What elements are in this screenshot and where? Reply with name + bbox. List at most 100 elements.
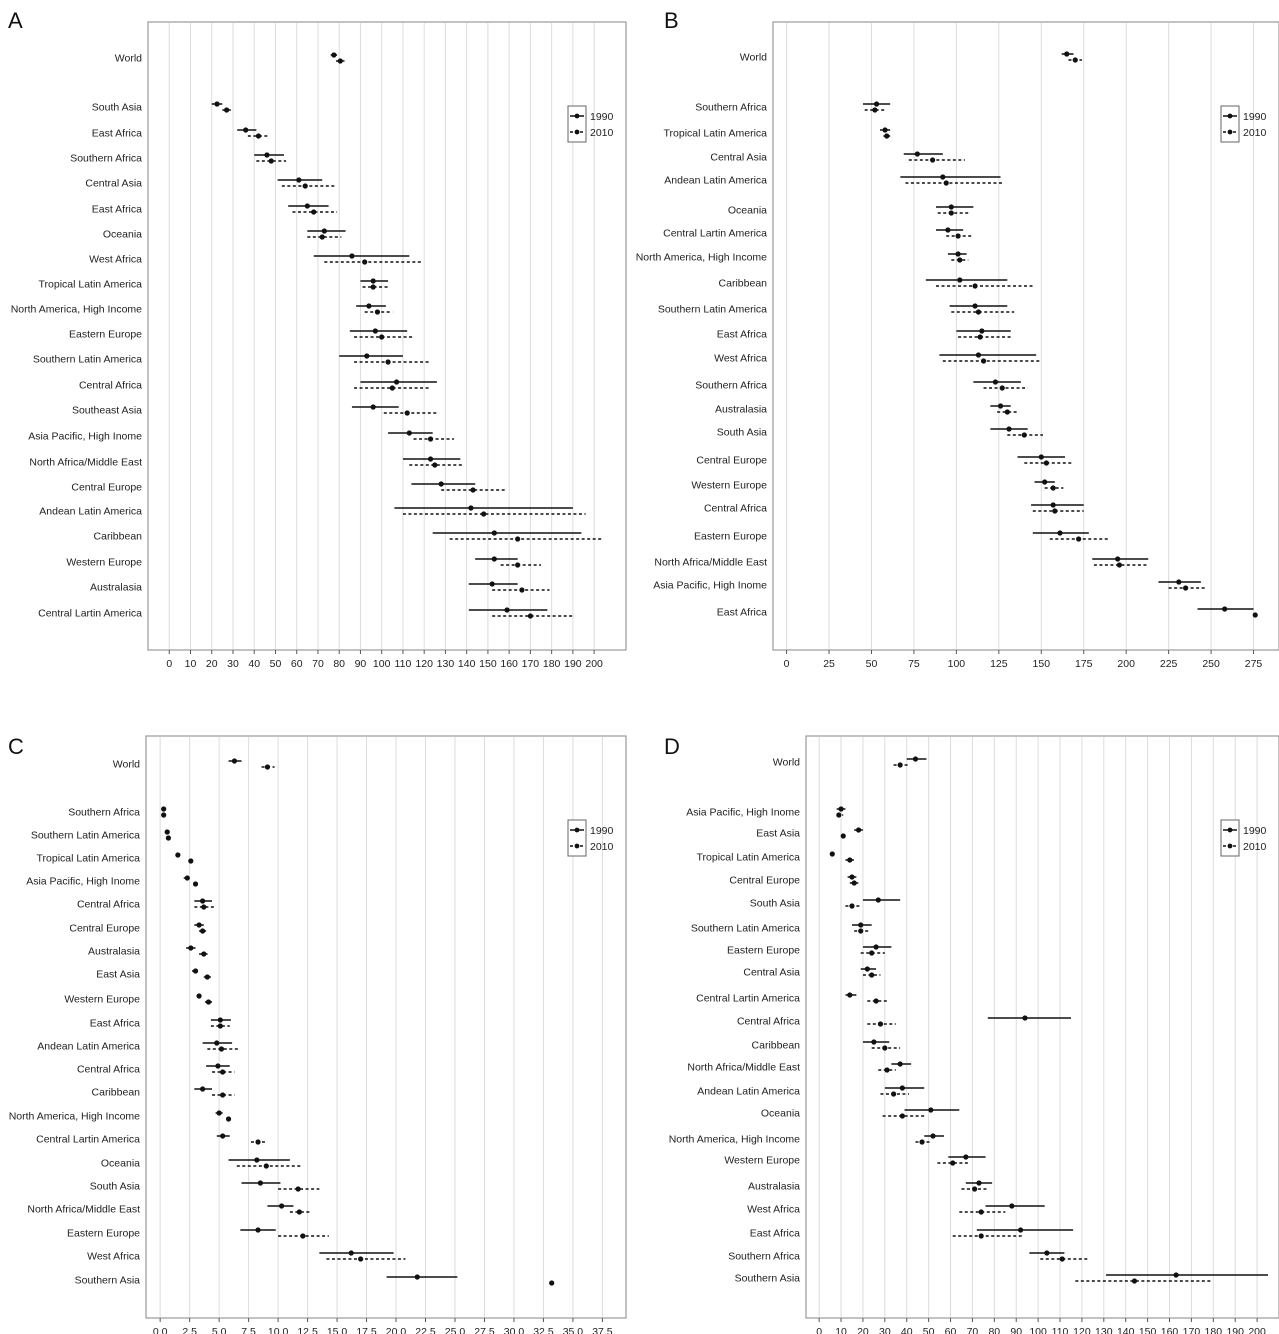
point-1990 — [370, 278, 376, 284]
point-1990 — [979, 328, 985, 334]
legend-dot-1990 — [1227, 827, 1233, 833]
point-1990 — [264, 152, 270, 158]
row-label: Asia Pacific, High Inome — [26, 876, 140, 888]
point-1990 — [972, 303, 978, 309]
x-tick-label: 190 — [1226, 1326, 1244, 1334]
row-label: East Asia — [756, 828, 800, 840]
x-tick-label: 40 — [901, 1326, 913, 1334]
point-2010 — [869, 972, 875, 978]
point-1990 — [873, 944, 879, 950]
point-1990 — [231, 758, 238, 764]
row-label: Caribbean — [94, 531, 143, 543]
plot-frame — [145, 735, 627, 1319]
x-tick-label: 90 — [355, 658, 367, 670]
point-1990 — [955, 251, 961, 257]
point-1990 — [1042, 479, 1048, 485]
row-label: Southern Latin America — [33, 354, 142, 366]
point-2010 — [972, 1186, 978, 1192]
x-tick-label: 0 — [816, 1326, 822, 1334]
row-label: Central Africa — [704, 503, 767, 515]
point-2010 — [872, 107, 878, 113]
point-2010 — [1059, 1256, 1065, 1262]
x-tick-label: 90 — [1010, 1326, 1022, 1334]
row-label: Central Asia — [743, 967, 800, 979]
point-1990 — [196, 922, 202, 928]
legend-label-2010: 2010 — [590, 841, 614, 853]
point-2010 — [432, 462, 438, 468]
row-label: Australasia — [88, 946, 140, 958]
point-2010 — [295, 1186, 301, 1192]
point-2010 — [200, 928, 206, 934]
point-1990 — [1009, 1203, 1015, 1209]
x-tick-label: 22.5 — [415, 1326, 436, 1334]
point-2010 — [975, 309, 982, 315]
x-tick-label: 32.5 — [533, 1326, 554, 1334]
point-2010 — [869, 950, 875, 956]
point-1990 — [468, 505, 474, 511]
row-label: Southern Africa — [695, 102, 767, 114]
row-label: Andean Latin America — [37, 1041, 140, 1053]
row-label: Australasia — [715, 404, 767, 416]
point-1990 — [1064, 51, 1070, 57]
row-label: Tropical Latin America — [697, 852, 801, 864]
point-1990 — [372, 328, 378, 334]
x-tick-label: 12.5 — [297, 1326, 318, 1334]
point-1990 — [254, 1157, 260, 1163]
point-1990 — [489, 581, 495, 587]
x-tick-label: 30 — [879, 1326, 891, 1334]
point-1990 — [948, 204, 954, 210]
point-1990 — [364, 353, 370, 359]
row-label: World — [115, 53, 142, 65]
point-2010 — [1004, 409, 1010, 415]
row-label: North Africa/Middle East — [27, 1204, 140, 1216]
row-label: North Africa/Middle East — [29, 457, 142, 469]
panel-letter-a: A — [8, 8, 23, 33]
x-tick-label: 200 — [585, 658, 603, 670]
row-label: North Africa/Middle East — [687, 1062, 800, 1074]
row-label: Western Europe — [691, 480, 767, 492]
row-label: Asia Pacific, High Inome — [28, 431, 142, 443]
point-2010 — [362, 259, 368, 265]
x-tick-label: 15.0 — [327, 1326, 348, 1334]
point-2010 — [836, 812, 842, 818]
point-1990 — [1173, 1272, 1179, 1278]
legend-dot-1990 — [1227, 113, 1233, 119]
row-label: Eastern Europe — [67, 1228, 140, 1240]
row-label: Central Lartin America — [663, 228, 767, 240]
point-2010 — [311, 209, 317, 215]
row-label: Eastern Europe — [694, 531, 767, 543]
row-label: Southern Latin America — [31, 830, 140, 842]
x-tick-label: 80 — [988, 1326, 1000, 1334]
x-tick-label: 120 — [415, 658, 433, 670]
point-2010 — [389, 385, 395, 391]
point-1990 — [1050, 502, 1056, 508]
point-2010 — [188, 858, 194, 864]
point-1990 — [1222, 606, 1228, 612]
x-tick-label: 10 — [185, 658, 197, 670]
x-tick-label: 275 — [1245, 658, 1263, 670]
legend-label-2010: 2010 — [590, 127, 614, 139]
point-2010 — [192, 881, 199, 887]
point-2010 — [218, 1046, 225, 1052]
point-2010 — [1252, 612, 1258, 618]
legend-label-2010: 2010 — [1243, 841, 1267, 853]
x-tick-label: 150 — [1139, 1326, 1157, 1334]
point-2010 — [899, 1113, 905, 1119]
point-1990 — [243, 127, 249, 133]
point-1990 — [976, 1180, 982, 1186]
row-label: Andean Latin America — [664, 175, 767, 187]
row-label: Southern Asia — [75, 1275, 141, 1287]
x-tick-label: 200 — [1117, 658, 1135, 670]
point-2010 — [955, 233, 961, 239]
point-2010 — [220, 1069, 226, 1075]
x-tick-label: 27.5 — [474, 1326, 495, 1334]
point-2010 — [300, 1233, 306, 1239]
point-2010 — [978, 1209, 984, 1215]
legend-dot-2010 — [1227, 129, 1233, 135]
point-1990 — [370, 404, 376, 410]
point-1990 — [864, 966, 870, 972]
row-label: Western Europe — [66, 557, 142, 569]
point-1990 — [427, 456, 434, 462]
point-1990 — [1115, 556, 1121, 562]
point-2010 — [999, 385, 1005, 391]
